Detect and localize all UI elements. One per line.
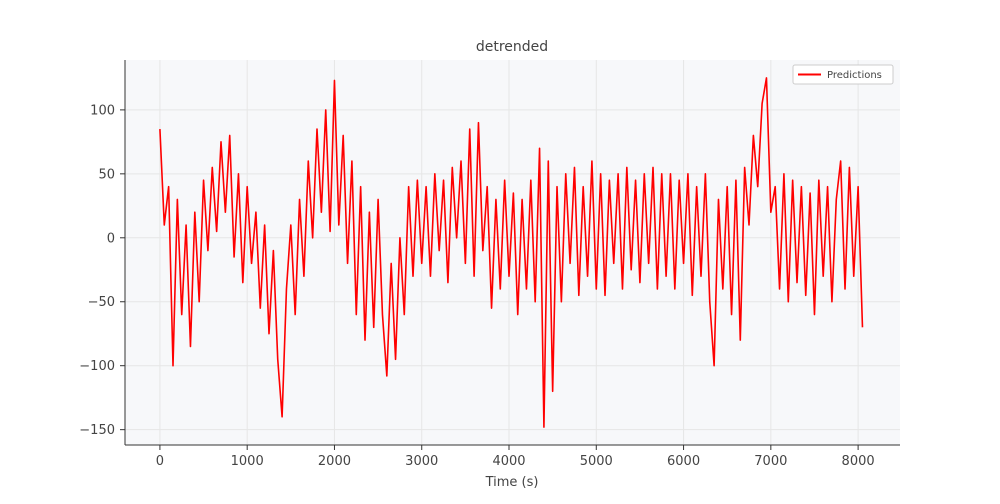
x-tick-label: 6000	[667, 454, 700, 469]
y-tick-label: 50	[98, 167, 115, 182]
data-line	[159, 77, 864, 428]
grid	[125, 60, 900, 445]
x-tick-label: 2000	[318, 454, 351, 469]
x-axis-label: Time (s)	[485, 475, 539, 490]
y-tick-label: −100	[79, 359, 115, 374]
x-tick-label: 3000	[405, 454, 438, 469]
ticks: 0 1000 2000 3000 4000 5000 6000 7000 8000−150−10…	[79, 103, 874, 469]
x-tick-label: 1000	[231, 454, 264, 469]
chart-title: detrended	[476, 39, 548, 55]
legend-label: Predictions	[827, 70, 882, 81]
x-tick-label: 4000	[492, 454, 525, 469]
y-tick-label: 0	[107, 231, 115, 246]
x-tick-label: 0	[156, 454, 164, 469]
y-tick-label: 100	[90, 103, 115, 118]
lines	[159, 77, 864, 428]
x-tick-label: 5000	[580, 454, 613, 469]
legend: Predictions	[792, 64, 894, 85]
x-tick-label: 7000	[754, 454, 787, 469]
y-tick-label: −50	[88, 295, 115, 310]
y-tick-label: −150	[79, 423, 115, 438]
x-tick-label: 8000	[842, 454, 875, 469]
legend-box	[792, 64, 894, 85]
